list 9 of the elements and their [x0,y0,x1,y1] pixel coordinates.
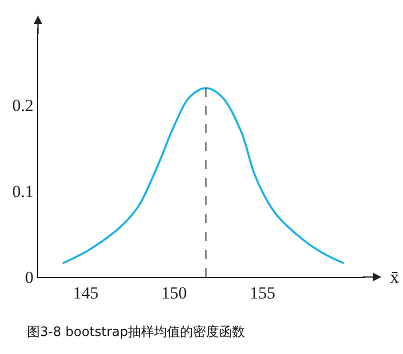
line-series [62,87,345,264]
y-tick-label: 0.2 [12,96,34,116]
y-tick-label: 0.1 [12,182,34,202]
y-tick-label: 0 [24,268,34,287]
x-tick-label: 145 [72,284,98,303]
x-tick-label: 155 [250,284,276,303]
x-tick-label: 150 [161,284,187,303]
x-axis-title: x̄ [390,267,399,287]
caption: 图3-8 bootstrap抽样均值的密度函数 [27,324,246,340]
